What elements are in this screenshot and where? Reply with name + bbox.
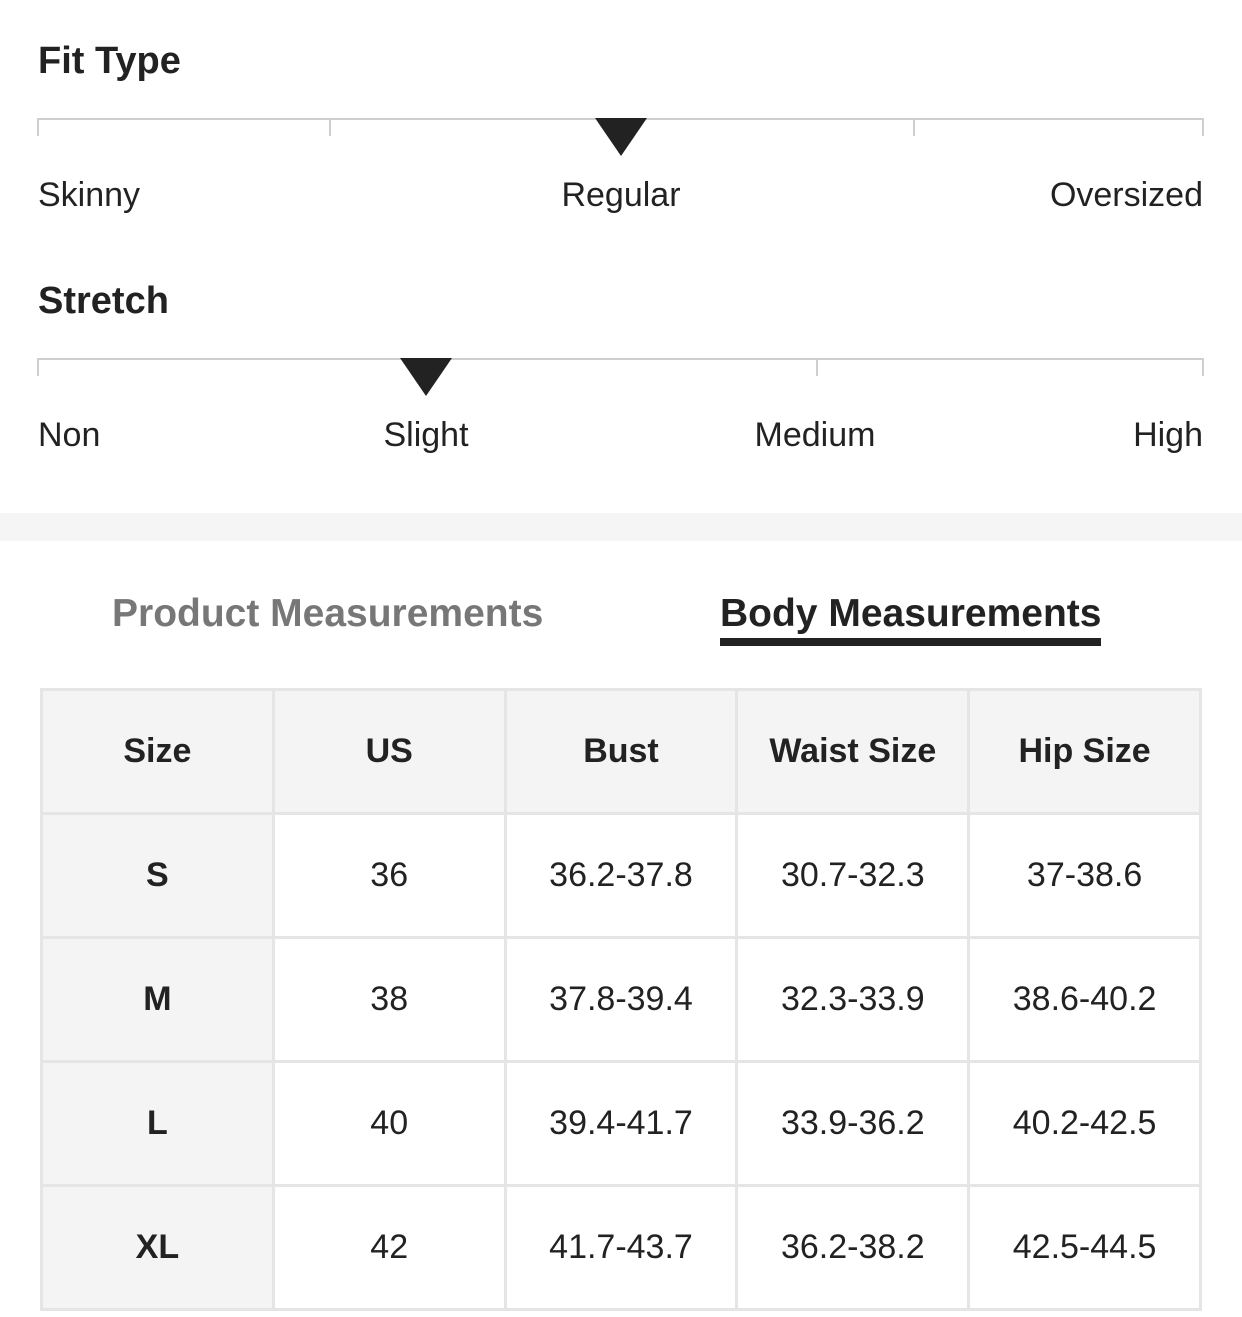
cell-hip: 37-38.6 [967,812,1202,939]
header-hip: Hip Size [967,688,1202,815]
stretch-label-slight: Slight [383,416,469,454]
cell-bust: 37.8-39.4 [503,936,739,1063]
cell-waist: 32.3-33.9 [735,936,971,1063]
cell-size: XL [40,1184,275,1311]
header-bust: Bust [503,688,739,815]
stretch-indicator-icon [400,358,452,396]
stretch-label-medium: Medium [754,416,876,454]
table-row: M 38 37.8-39.4 32.3-33.9 38.6-40.2 [40,936,1202,1063]
cell-us: 38 [271,936,507,1063]
cell-bust: 36.2-37.8 [503,812,739,939]
cell-size: L [40,1060,275,1187]
table-header-row: Size US Bust Waist Size Hip Size [40,688,1202,815]
cell-bust: 41.7-43.7 [503,1184,739,1311]
tab-product-measurements[interactable]: Product Measurements [112,592,544,635]
scale-tick [37,118,39,136]
fit-label-regular: Regular [561,176,681,214]
scale-tick [37,358,39,376]
cell-hip: 42.5-44.5 [967,1184,1202,1311]
scale-tick [816,358,818,376]
cell-us: 42 [271,1184,507,1311]
scale-tick [329,118,331,136]
header-size: Size [40,688,275,815]
stretch-title: Stretch [38,280,169,322]
fit-label-oversized: Oversized [1049,176,1203,214]
cell-size: S [40,812,275,939]
header-waist: Waist Size [735,688,971,815]
table-row: S 36 36.2-37.8 30.7-32.3 37-38.6 [40,812,1202,939]
scale-tick [1202,118,1204,136]
table-row: L 40 39.4-41.7 33.9-36.2 40.2-42.5 [40,1060,1202,1187]
section-divider [0,513,1242,541]
tab-body-measurements[interactable]: Body Measurements [720,592,1102,646]
cell-hip: 38.6-40.2 [967,936,1202,1063]
stretch-label-high: High [1133,416,1203,454]
fit-type-title: Fit Type [38,40,181,82]
fit-indicator-icon [595,118,647,156]
scale-tick [1202,358,1204,376]
cell-waist: 30.7-32.3 [735,812,971,939]
cell-us: 40 [271,1060,507,1187]
header-us: US [271,688,507,815]
cell-waist: 33.9-36.2 [735,1060,971,1187]
size-table: Size US Bust Waist Size Hip Size S 36 36… [40,688,1202,1311]
cell-bust: 39.4-41.7 [503,1060,739,1187]
fit-label-skinny: Skinny [38,176,141,214]
stretch-label-non: Non [38,416,101,454]
table-row: XL 42 41.7-43.7 36.2-38.2 42.5-44.5 [40,1184,1202,1311]
cell-us: 36 [271,812,507,939]
cell-hip: 40.2-42.5 [967,1060,1202,1187]
cell-waist: 36.2-38.2 [735,1184,971,1311]
cell-size: M [40,936,275,1063]
scale-tick [913,118,915,136]
scale-line [38,358,1204,360]
